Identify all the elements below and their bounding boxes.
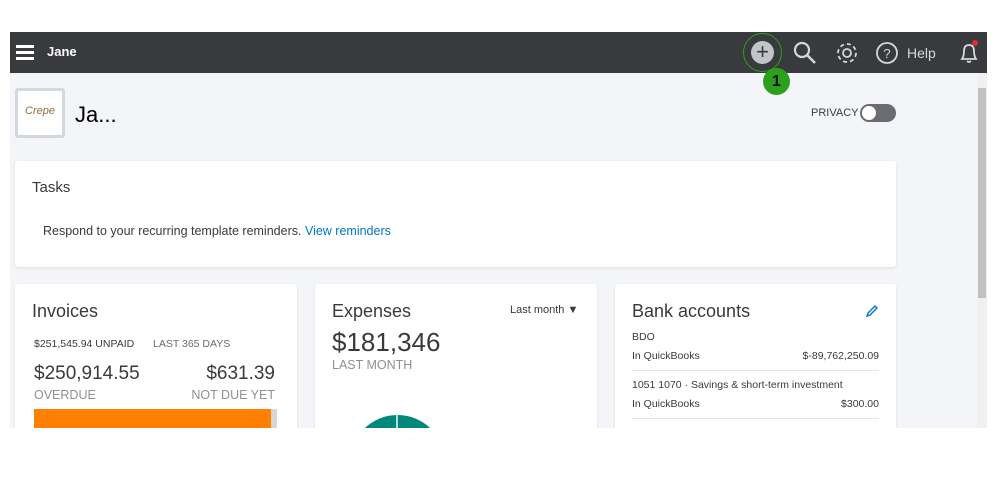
period-select-value: Last month xyxy=(510,304,565,316)
notification-dot xyxy=(972,40,978,46)
scrollbar[interactable] xyxy=(977,73,987,428)
overdue-amount: $250,914.55 xyxy=(34,363,140,384)
gear-icon[interactable] xyxy=(834,40,860,66)
account-balance: $300.00 xyxy=(841,398,879,410)
svg-text:?: ? xyxy=(883,46,890,61)
company-name: Jane xyxy=(47,44,77,59)
account-balance: $-89,762,250.09 xyxy=(802,350,879,362)
notdue-label: NOT DUE YET xyxy=(191,388,275,402)
invoices-card: Invoices $251,545.94 UNPAID LAST 365 DAY… xyxy=(15,284,297,428)
app-window: Jane + ? Help 1 Crepe Ja... PRIVACY Task… xyxy=(10,32,987,428)
view-reminders-link[interactable]: View reminders xyxy=(304,224,391,238)
logo-text: Crepe xyxy=(25,105,55,117)
company-logo[interactable]: Crepe xyxy=(15,88,65,138)
invoice-bar[interactable] xyxy=(34,409,277,428)
unpaid-total: $251,545.94 UNPAID xyxy=(34,338,135,350)
expenses-card: Expenses Last month ▼ $181,346 LAST MONT… xyxy=(315,284,597,428)
account-name: BDO xyxy=(632,331,655,343)
expenses-period-label: LAST MONTH xyxy=(332,358,413,372)
tasks-title: Tasks xyxy=(32,179,71,196)
help-icon[interactable]: ? xyxy=(874,40,900,66)
pencil-icon[interactable] xyxy=(865,304,879,318)
overdue-label: OVERDUE xyxy=(34,388,96,402)
company-title: Ja... xyxy=(75,102,117,127)
bank-accounts-card: Bank accounts BDO In QuickBooks $-89,762,… xyxy=(615,284,896,428)
privacy-label: PRIVACY xyxy=(811,107,859,119)
bank-account-row[interactable]: BDO In QuickBooks $-89,762,250.09 xyxy=(632,331,879,371)
top-bar: Jane + ? Help xyxy=(10,32,987,73)
help-link[interactable]: Help xyxy=(907,45,936,61)
expenses-donut-chart[interactable] xyxy=(350,415,445,428)
invoices-period: LAST 365 DAYS xyxy=(153,338,231,350)
search-icon[interactable] xyxy=(792,40,818,66)
highlight-ring xyxy=(743,33,782,72)
bank-account-row[interactable]: 1051 1070 · Savings & short-term investm… xyxy=(632,379,879,419)
account-name: 1051 1070 · Savings & short-term investm… xyxy=(632,379,843,391)
tasks-message: Respond to your recurring template remin… xyxy=(43,224,302,238)
account-sub: In QuickBooks xyxy=(632,350,700,362)
caret-down-icon: ▼ xyxy=(567,304,579,316)
notdue-amount: $631.39 xyxy=(206,363,275,384)
privacy-toggle[interactable] xyxy=(860,104,896,122)
menu-icon[interactable] xyxy=(16,45,34,60)
expenses-amount: $181,346 xyxy=(332,327,441,357)
bell-icon[interactable] xyxy=(956,40,982,66)
account-sub: In QuickBooks xyxy=(632,398,700,410)
scrollbar-thumb[interactable] xyxy=(978,88,986,298)
overdue-bar-fill[interactable] xyxy=(34,409,271,428)
period-select[interactable]: Last month ▼ xyxy=(510,304,578,316)
step-badge: 1 xyxy=(763,68,790,95)
expenses-title: Expenses xyxy=(332,301,412,321)
bank-title: Bank accounts xyxy=(632,301,751,321)
tasks-card: Tasks Respond to your recurring template… xyxy=(15,161,896,267)
invoices-title: Invoices xyxy=(32,301,99,321)
